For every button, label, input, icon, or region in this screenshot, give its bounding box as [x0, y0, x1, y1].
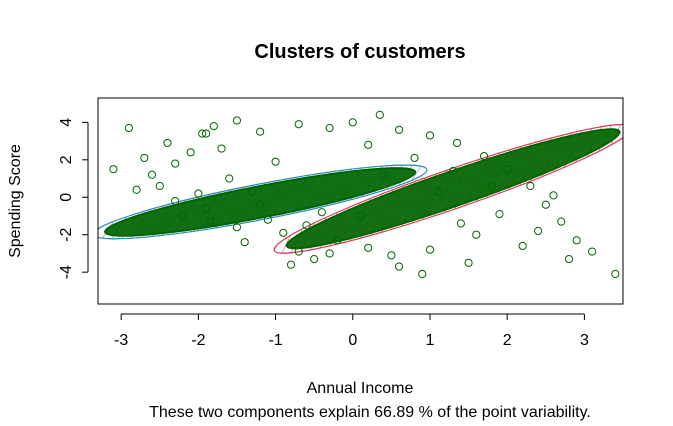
cluster-2-point	[348, 118, 357, 127]
y-axis-label: Spending Score	[7, 144, 24, 258]
cluster-2-point	[503, 165, 512, 174]
plot-frame	[97, 97, 624, 305]
cluster-2-point	[479, 151, 489, 161]
cluster-1-point	[140, 153, 149, 163]
cluster-2-point	[549, 191, 558, 200]
x-tick-label: 0	[348, 332, 357, 349]
cluster-2-point	[533, 226, 543, 236]
cluster-2-point	[452, 138, 462, 148]
y-axis: -4 -2 0 2 4	[58, 118, 89, 279]
cluster-2-point	[395, 125, 404, 134]
cluster-1-point	[333, 236, 342, 245]
plot-area	[98, 110, 623, 279]
cluster-1-point	[186, 148, 195, 157]
y-tick-label: -2	[58, 227, 75, 241]
cluster-2-point	[433, 187, 442, 196]
x-tick-label: 3	[580, 332, 589, 349]
cluster-1-point	[147, 170, 157, 179]
cluster-2-point	[201, 129, 211, 138]
cluster-2-point	[410, 153, 419, 163]
cluster-1-point	[294, 247, 303, 256]
cluster-2-point	[588, 247, 597, 256]
cluster-1-point	[198, 129, 207, 138]
cluster-1-point	[286, 260, 296, 269]
cluster-2-point	[364, 140, 373, 149]
cluster-2-point	[425, 245, 435, 254]
cluster-2-point	[557, 217, 566, 226]
cluster-2-point	[487, 181, 496, 191]
y-tick-label: 4	[58, 118, 75, 127]
x-axis-label: Annual Income	[307, 380, 414, 397]
cluster-2-point	[449, 166, 458, 176]
cluster-2-point	[418, 269, 427, 279]
cluster-2-point	[425, 131, 435, 140]
cluster-1-point	[232, 223, 242, 232]
cluster-1-point	[209, 121, 218, 131]
cluster-1-point	[171, 159, 180, 168]
y-tick-label: 2	[58, 155, 75, 164]
cluster-1-point	[171, 196, 180, 206]
cluster-2-point	[518, 241, 527, 251]
cluster-1-point	[124, 123, 133, 133]
cluster-1-point	[205, 217, 215, 226]
cluster-1-point	[225, 174, 234, 183]
point-cloud	[98, 123, 623, 254]
cluster-1-point	[232, 116, 242, 125]
cluster-1-point	[263, 215, 272, 224]
cluster-1-point	[279, 228, 288, 237]
variability-footnote: These two components explain 66.89 % of …	[149, 404, 591, 421]
cluster-1-point	[364, 243, 373, 252]
chart-title: Clusters of customers	[254, 41, 465, 63]
x-axis: -3 -2 -1 0 1 2 3	[114, 313, 589, 349]
x-tick-label: -2	[191, 332, 205, 349]
cluster-1-point	[201, 204, 211, 213]
cluster-1-point	[109, 165, 118, 174]
cluster-1-density	[104, 167, 417, 237]
cluster-2-point	[375, 110, 384, 119]
cluster-1-point	[271, 157, 280, 166]
cluster-2-point	[472, 230, 481, 239]
cluster-1-point	[248, 187, 257, 196]
cluster-2-point	[572, 236, 581, 245]
cluster-2-point	[395, 262, 404, 271]
cluster-1-point	[325, 249, 334, 258]
cluster-2-point	[379, 170, 388, 179]
cluster-1-point	[256, 200, 265, 209]
cluster-2-point	[495, 210, 504, 219]
cluster-2-point	[611, 269, 620, 279]
cluster-1-point	[178, 211, 188, 221]
cluster-1-point	[217, 144, 226, 153]
x-tick-label: 1	[426, 332, 435, 349]
cluster-1-point	[163, 138, 172, 148]
cluster-1-point	[194, 189, 203, 198]
cluster-1-point	[317, 208, 326, 217]
cluster-1-outline	[98, 164, 428, 240]
y-tick-label: 0	[58, 193, 75, 202]
cluster-1-point	[302, 221, 311, 230]
cluster-1-point	[132, 185, 141, 194]
cluster-1-point	[387, 251, 396, 260]
cluster-2-point	[564, 254, 574, 264]
cluster-2-point	[456, 219, 465, 228]
cluster-2-point	[325, 123, 334, 133]
cluster-1-point	[155, 181, 164, 191]
cluster-2-point	[356, 211, 365, 221]
cluster-2-point	[541, 200, 550, 209]
y-tick-label: -4	[58, 265, 75, 279]
cluster-2-point	[294, 120, 303, 129]
x-tick-label: 2	[503, 332, 512, 349]
x-tick-label: -3	[114, 332, 128, 349]
cluster-2-point	[464, 258, 473, 267]
cluster-2-point	[526, 181, 535, 191]
scatter-points	[109, 110, 620, 279]
cluster-2-outline	[273, 123, 623, 254]
cluster-2-point	[256, 127, 265, 136]
cluster-1-point	[240, 238, 249, 247]
cluster-2-density	[285, 128, 621, 250]
x-tick-label: -1	[268, 332, 282, 349]
cluster-1-point	[310, 254, 319, 264]
